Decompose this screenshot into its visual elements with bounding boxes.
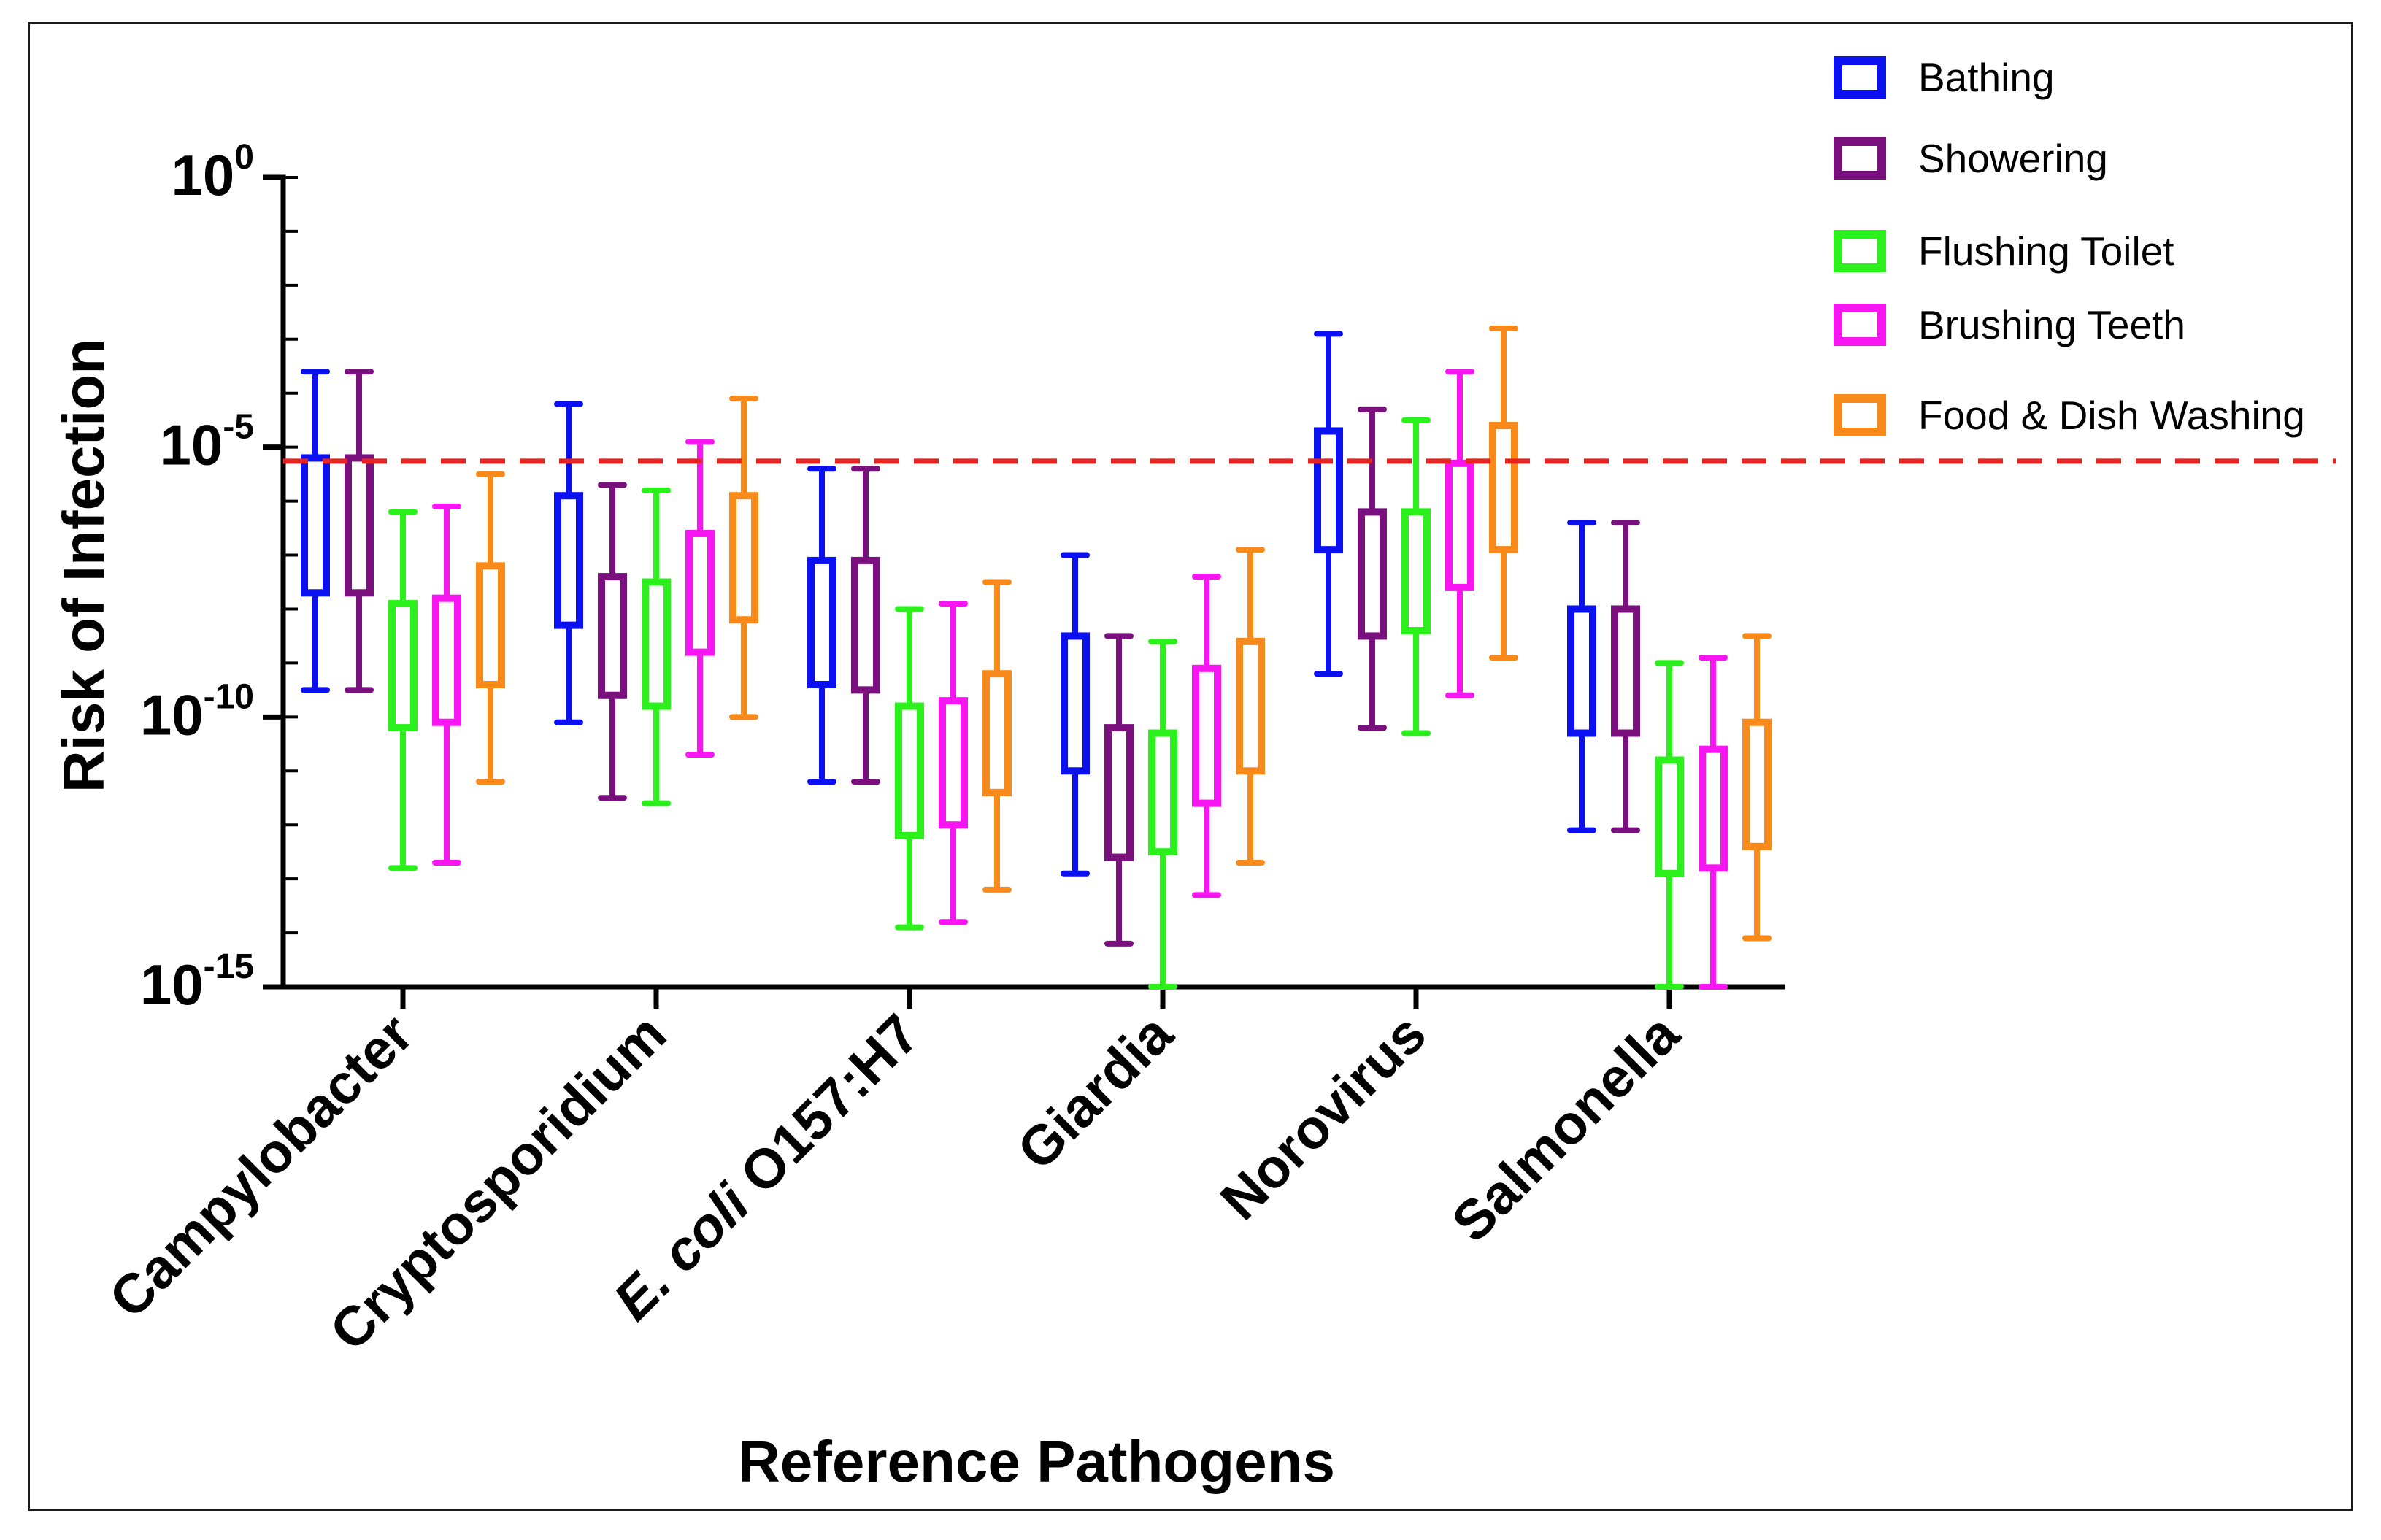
iqr-box xyxy=(895,702,924,839)
iqr-box xyxy=(301,454,330,597)
iqr-box xyxy=(1401,508,1431,635)
iqr-box xyxy=(1489,422,1518,554)
legend-swatch xyxy=(1834,137,1886,180)
x-axis-title: Reference Pathogens xyxy=(738,1429,1335,1494)
y-tick-label: 100 xyxy=(172,138,254,207)
iqr-box xyxy=(1104,724,1134,861)
iqr-box xyxy=(476,562,505,688)
iqr-box xyxy=(554,492,583,629)
y-axis-title: Risk of Infection xyxy=(51,339,116,793)
iqr-box xyxy=(1148,729,1177,856)
iqr-box xyxy=(729,492,758,624)
legend-label: Brushing Teeth xyxy=(1918,302,2185,347)
iqr-box xyxy=(982,670,1012,796)
box-showering xyxy=(598,482,627,801)
iqr-box xyxy=(388,600,418,732)
iqr-box xyxy=(1314,427,1343,554)
legend-label: Food & Dish Washing xyxy=(1918,393,2305,438)
y-tick-labels: 100 10-5 10-10 10-15 xyxy=(140,138,254,1017)
iqr-box xyxy=(432,594,461,726)
box-flushing-toilet xyxy=(642,487,671,806)
iqr-box xyxy=(598,573,627,699)
box-brushing-teeth xyxy=(685,439,715,758)
legend: Bathing Showering Flushing Toilet Brushing … xyxy=(1834,55,2305,438)
y-tick-label: 10-15 xyxy=(140,947,254,1017)
box-bathing xyxy=(301,369,330,693)
iqr-box xyxy=(1655,756,1684,877)
iqr-box xyxy=(1358,508,1387,640)
box-flushing-toilet xyxy=(1148,638,1177,990)
iqr-box xyxy=(1192,664,1221,807)
box-flushing-toilet xyxy=(895,606,924,931)
box-bathing xyxy=(1314,331,1343,677)
box-brushing-teeth xyxy=(1699,655,1728,990)
iqr-box xyxy=(1742,718,1772,850)
legend-label: Flushing Toilet xyxy=(1918,228,2174,274)
box-food-dish-washing xyxy=(1742,633,1772,942)
legend-swatch xyxy=(1834,394,1886,436)
iqr-box xyxy=(1445,459,1474,591)
box-food-dish-washing xyxy=(1236,547,1265,866)
box-bathing xyxy=(1567,520,1596,833)
box-showering xyxy=(1358,406,1387,731)
legend-swatch xyxy=(1834,304,1886,346)
box-showering xyxy=(345,369,374,693)
box-brushing-teeth xyxy=(939,601,968,925)
y-minor-ticks xyxy=(283,176,298,988)
box-flushing-toilet xyxy=(388,509,418,871)
iqr-box xyxy=(345,454,374,597)
iqr-box xyxy=(1061,632,1090,775)
box-flushing-toilet xyxy=(1655,660,1684,990)
iqr-box xyxy=(807,556,836,688)
box-brushing-teeth xyxy=(1192,574,1221,898)
x-tick-label: Norovirus xyxy=(1209,1003,1438,1232)
legend-label: Showering xyxy=(1918,136,2108,181)
box-showering xyxy=(1104,633,1134,947)
y-major-ticks xyxy=(263,174,283,990)
y-tick-label: 10-5 xyxy=(160,408,254,477)
legend-label: Bathing xyxy=(1918,55,2055,100)
box-food-dish-washing xyxy=(476,471,505,785)
box-bathing xyxy=(807,466,836,785)
legend-item: Flushing Toilet xyxy=(1834,228,2174,274)
legend-swatch xyxy=(1834,56,1886,99)
x-tick-label: Giardia xyxy=(1006,1002,1185,1182)
x-tick-label: Salmonella xyxy=(1440,1002,1691,1253)
box-bathing xyxy=(554,401,583,725)
chart-frame xyxy=(28,22,2353,1511)
axes xyxy=(280,174,1785,990)
iqr-box xyxy=(1611,605,1640,737)
box-flushing-toilet xyxy=(1401,417,1431,736)
legend-item: Brushing Teeth xyxy=(1834,302,2185,347)
iqr-box xyxy=(1236,637,1265,775)
box-food-dish-washing xyxy=(1489,326,1518,661)
legend-item: Food & Dish Washing xyxy=(1834,393,2305,438)
iqr-box xyxy=(685,529,715,656)
box-brushing-teeth xyxy=(1445,369,1474,698)
iqr-box xyxy=(939,697,968,829)
x-ticks xyxy=(400,987,1672,1009)
iqr-box xyxy=(1567,605,1596,737)
iqr-box xyxy=(1699,745,1728,872)
box-food-dish-washing xyxy=(729,396,758,720)
box-showering xyxy=(851,466,880,785)
boxes xyxy=(301,326,1772,990)
y-tick-label: 10-10 xyxy=(140,677,254,747)
iqr-box xyxy=(642,578,671,710)
box-showering xyxy=(1611,520,1640,833)
legend-item: Showering xyxy=(1834,136,2108,181)
box-food-dish-washing xyxy=(982,579,1012,893)
legend-item: Bathing xyxy=(1834,55,2055,100)
legend-swatch xyxy=(1834,230,1886,272)
iqr-box xyxy=(851,556,880,694)
box-bathing xyxy=(1061,552,1090,877)
box-brushing-teeth xyxy=(432,503,461,866)
